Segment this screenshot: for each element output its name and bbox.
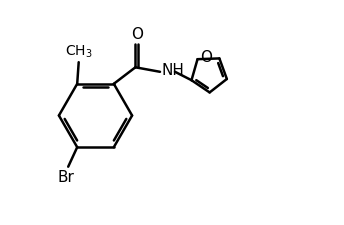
Text: CH$_3$: CH$_3$: [65, 44, 93, 60]
Text: Br: Br: [57, 170, 74, 185]
Text: O: O: [131, 27, 143, 41]
Text: O: O: [201, 50, 213, 65]
Text: NH: NH: [162, 63, 185, 78]
